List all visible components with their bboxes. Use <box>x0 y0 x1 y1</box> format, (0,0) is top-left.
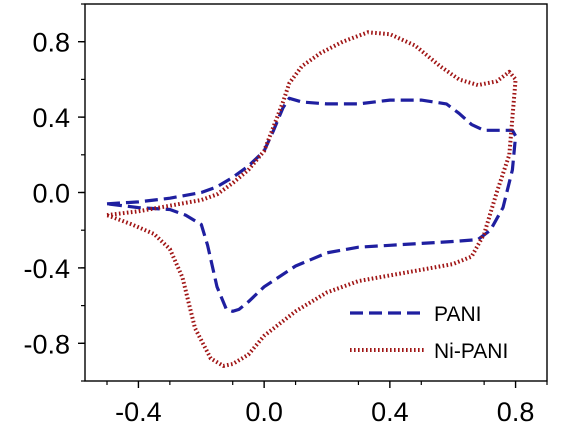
x-tick-label: -0.4 <box>115 397 162 427</box>
x-tick-label: 0.0 <box>245 397 283 427</box>
x-tick-label: 0.4 <box>371 397 409 427</box>
y-tick-label: -0.8 <box>23 329 70 359</box>
y-tick-label: 0.4 <box>32 103 70 133</box>
legend-label: PANI <box>434 303 481 326</box>
x-axis-ticks: -0.4 0.0 0.4 0.8 <box>106 381 548 427</box>
y-tick-label: 0.0 <box>32 179 70 209</box>
legend: PANI Ni-PANI <box>350 303 508 363</box>
y-tick-label: 0.8 <box>32 28 70 58</box>
x-tick-label: 0.8 <box>497 397 535 427</box>
series-line-ni-pani <box>106 30 518 368</box>
series-layer <box>106 30 518 368</box>
y-tick-label: -0.4 <box>23 254 70 284</box>
legend-label: Ni-PANI <box>434 340 508 363</box>
y-axis-ticks: -0.8 -0.4 0.0 0.4 0.8 <box>23 3 85 382</box>
series-line-pani <box>106 96 518 313</box>
